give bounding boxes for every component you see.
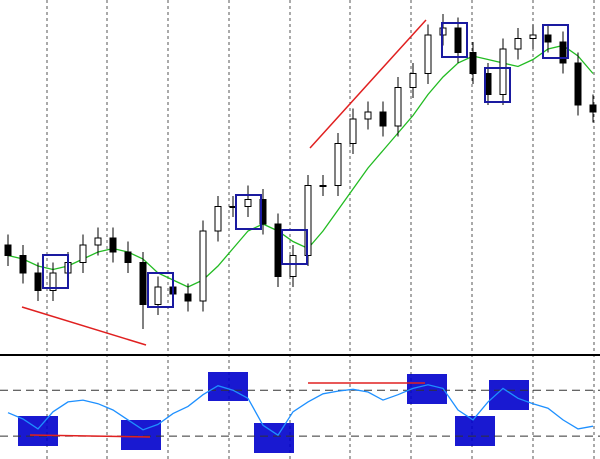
signal-box [42, 254, 69, 289]
candle-body [19, 255, 27, 274]
candle-body [154, 286, 162, 305]
signal-box [235, 194, 262, 230]
candle-body [544, 34, 552, 43]
candle-body [274, 223, 282, 277]
candle-body [589, 104, 597, 113]
highlight-box [208, 372, 248, 401]
candle-body [334, 143, 342, 186]
oscillator-highlights [18, 372, 529, 453]
candle-body [109, 237, 117, 253]
candle-body [184, 293, 192, 302]
signal-box [542, 24, 569, 59]
candle-body [379, 111, 387, 127]
highlight-box [121, 420, 161, 450]
candle-body [574, 62, 582, 106]
candle-body [4, 244, 12, 256]
candle-body [124, 251, 132, 263]
candle-body [319, 185, 327, 187]
candle-body [514, 38, 522, 50]
annotations [21, 19, 569, 438]
highlight-box [254, 423, 294, 453]
signal-box [441, 22, 468, 58]
signal-box [147, 272, 174, 308]
candle-body [34, 272, 42, 291]
trend-line [29, 434, 151, 438]
highlight-box [407, 374, 447, 404]
candle-body [559, 41, 567, 64]
candle-body [394, 87, 402, 127]
candle-body [289, 255, 297, 277]
candle-body [244, 199, 252, 207]
candle-body [469, 52, 477, 74]
candle-body [94, 237, 102, 246]
trend-line [309, 19, 427, 149]
candle-body [499, 48, 507, 95]
signal-box [484, 67, 511, 103]
moving-average [7, 44, 594, 288]
candle-body [214, 206, 222, 232]
candle-body [424, 34, 432, 74]
oscillator-line [7, 384, 594, 437]
candle-body [409, 73, 417, 88]
candle-body [49, 272, 57, 291]
candle-body [364, 111, 372, 120]
candle-body [529, 34, 537, 39]
signal-box [281, 229, 308, 265]
candle-body [199, 230, 207, 302]
highlight-box [455, 416, 495, 446]
trend-line [21, 306, 147, 346]
highlight-box [18, 416, 58, 446]
candle-body [79, 244, 87, 263]
candle-body [139, 262, 147, 305]
candle-body [454, 27, 462, 53]
candle-body [349, 118, 357, 144]
